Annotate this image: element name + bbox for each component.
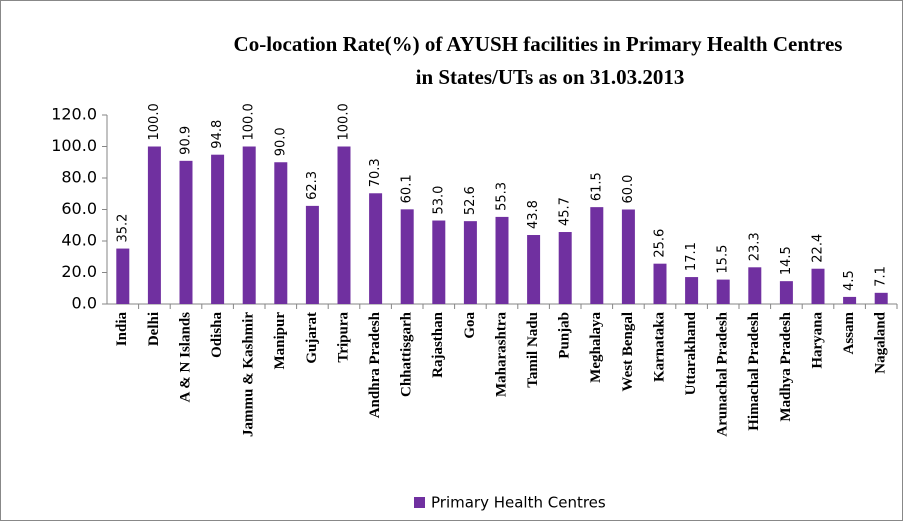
y-tick-label: 20.0 <box>61 262 97 281</box>
bar <box>242 146 256 304</box>
bar <box>843 296 857 304</box>
bar <box>558 232 572 304</box>
bar <box>495 216 509 304</box>
value-label: 45.7 <box>558 197 573 226</box>
x-tick-label: Tripura <box>335 312 351 363</box>
value-label: 94.8 <box>210 120 225 149</box>
value-label: 90.9 <box>179 126 194 155</box>
x-tick-label: Gujarat <box>304 312 320 364</box>
legend-swatch <box>414 497 425 508</box>
x-tick-label: Tamil Nadu <box>525 312 541 388</box>
y-tick-label: 40.0 <box>61 231 97 250</box>
bar <box>211 154 225 304</box>
value-label: 100.0 <box>147 103 162 140</box>
value-label: 62.3 <box>305 171 320 200</box>
bar <box>779 281 793 304</box>
bar <box>716 279 730 304</box>
value-label: 43.8 <box>526 200 541 229</box>
value-label: 14.5 <box>779 246 794 275</box>
y-tick-label: 0.0 <box>72 294 97 313</box>
chart-title: in States/UTs as on 31.03.2013 <box>416 65 685 89</box>
x-tick-label: Assam <box>841 312 857 355</box>
value-label: 55.3 <box>495 182 510 211</box>
x-tick-label: Goa <box>462 312 478 339</box>
value-label: 61.5 <box>589 172 604 201</box>
value-label: 70.3 <box>368 158 383 187</box>
bar <box>748 267 762 304</box>
x-tick-label: Haryana <box>809 312 825 369</box>
x-tick-label: Maharashtra <box>493 312 509 397</box>
x-tick-label: West Bengal <box>620 312 636 392</box>
bar <box>590 207 604 304</box>
x-tick-label: Odisha <box>209 312 225 358</box>
value-label: 100.0 <box>337 103 352 140</box>
x-tick-label: A & N Islands <box>177 312 193 403</box>
value-label: 15.5 <box>716 245 731 274</box>
value-label: 7.1 <box>874 266 889 287</box>
value-label: 25.6 <box>653 229 668 258</box>
value-label: 22.4 <box>811 234 826 263</box>
bar <box>432 220 446 304</box>
y-tick-label: 100.0 <box>51 136 97 155</box>
bar <box>874 292 888 304</box>
value-label: 52.6 <box>463 186 478 215</box>
value-label: 60.1 <box>400 174 415 203</box>
bar <box>369 193 383 304</box>
value-label: 23.3 <box>747 232 762 261</box>
x-tick-label: Andhra Pradesh <box>367 311 383 418</box>
x-tick-label: Uttarakhand <box>683 311 699 395</box>
bar <box>337 146 351 304</box>
y-tick-label: 120.0 <box>51 105 97 124</box>
bar <box>305 205 319 304</box>
x-tick-label: India <box>114 312 130 347</box>
y-tick-label: 80.0 <box>61 168 97 187</box>
x-tick-label: Chhattisgarh <box>399 311 415 397</box>
x-tick-label: Karnataka <box>651 312 667 383</box>
bar <box>400 209 414 304</box>
value-label: 35.2 <box>115 214 130 243</box>
bar <box>463 221 477 304</box>
bar <box>653 263 667 304</box>
value-label: 4.5 <box>842 270 857 291</box>
bar <box>811 268 825 304</box>
bar <box>147 146 161 304</box>
bar <box>621 209 635 304</box>
value-label: 60.0 <box>621 175 636 204</box>
value-label: 53.0 <box>431 186 446 215</box>
x-tick-label: Rajasthan <box>430 311 446 378</box>
x-tick-label: Delhi <box>146 312 162 346</box>
x-tick-label: Punjab <box>557 312 573 359</box>
x-tick-label: Himachal Pradesh <box>746 311 762 430</box>
x-tick-label: Nagaland <box>873 311 889 373</box>
x-tick-label: Madhya Pradesh <box>778 311 794 421</box>
chart-title: Co-location Rate(%) of AYUSH facilities … <box>234 32 843 56</box>
x-tick-label: Meghalaya <box>588 312 604 383</box>
bar <box>527 235 541 304</box>
bar <box>116 248 130 304</box>
value-label: 17.1 <box>684 242 699 271</box>
bar <box>685 277 699 304</box>
legend-label: Primary Health Centres <box>431 494 606 512</box>
y-tick-label: 60.0 <box>61 199 97 218</box>
value-label: 100.0 <box>242 103 257 140</box>
x-tick-label: Arunachal Pradesh <box>715 311 731 436</box>
bar <box>179 160 193 304</box>
bar <box>274 162 288 304</box>
x-tick-label: Jammu & Kashmir <box>241 312 257 437</box>
x-tick-label: Manipur <box>272 312 288 370</box>
value-label: 90.0 <box>273 127 288 156</box>
